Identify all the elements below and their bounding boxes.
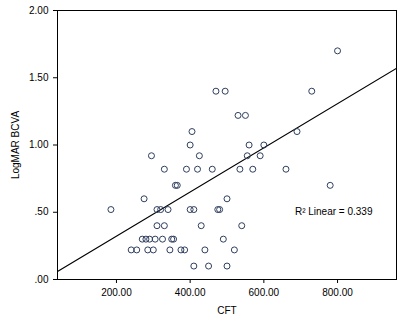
svg-text:400.00: 400.00	[175, 287, 206, 298]
svg-text:800.00: 800.00	[322, 287, 353, 298]
svg-text:LogMAR BCVA: LogMAR BCVA	[10, 111, 21, 180]
svg-text:2.00: 2.00	[29, 5, 49, 16]
svg-text:600.00: 600.00	[249, 287, 280, 298]
svg-text:.00: .00	[35, 274, 49, 285]
svg-text:R² Linear = 0.339: R² Linear = 0.339	[295, 206, 373, 217]
svg-text:200.00: 200.00	[101, 287, 132, 298]
svg-text:1.50: 1.50	[29, 72, 49, 83]
svg-text:.50: .50	[35, 206, 49, 217]
svg-text:CFT: CFT	[217, 305, 236, 316]
svg-text:1.00: 1.00	[29, 139, 49, 150]
